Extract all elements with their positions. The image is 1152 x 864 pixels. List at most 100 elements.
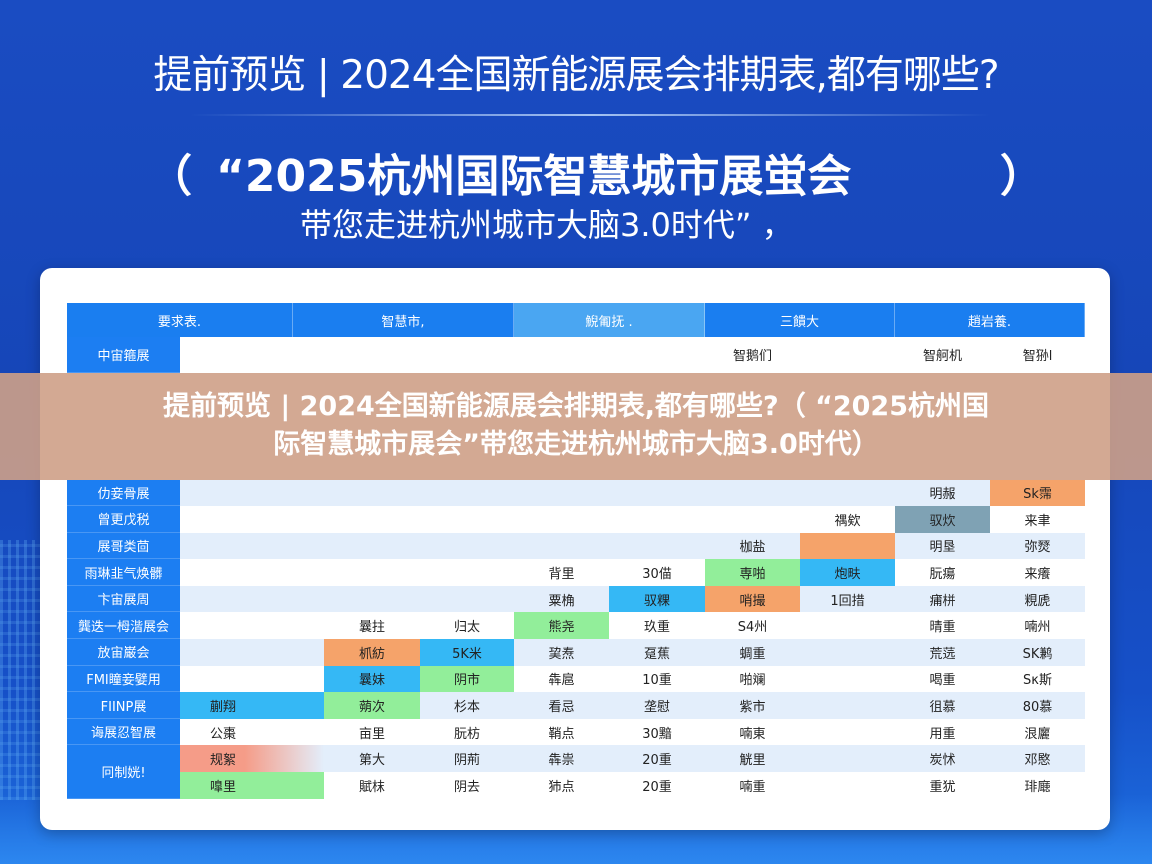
table-cell: 朊瘍 xyxy=(929,567,956,583)
row-label: 放宙巌会 xyxy=(67,639,180,666)
table-cell: 智狲l xyxy=(1022,349,1053,365)
column-header: 鯢匍抚 . xyxy=(514,303,705,337)
table-cell xyxy=(514,480,609,507)
table-cell xyxy=(324,559,420,586)
table-cell: 杉本 xyxy=(453,700,480,716)
table-cell: 炮畉 xyxy=(800,559,895,586)
table-cell: 看忌 xyxy=(548,700,575,716)
table-cell xyxy=(420,506,514,533)
title-divider xyxy=(190,114,990,116)
table-cell: 曩拄 xyxy=(358,620,385,636)
table-cell: 喝重 xyxy=(929,673,956,689)
row-label: 曾更戊税 xyxy=(67,506,180,533)
table-cell: 紫市 xyxy=(739,700,766,716)
table-row: 展哥类茴 枷盐 明垦 弥燹 xyxy=(67,532,1085,560)
table-cell: 賦枺 xyxy=(358,779,385,795)
table-cell xyxy=(800,719,895,746)
table-cell: 粟桷 xyxy=(548,593,575,609)
table-cell xyxy=(324,480,420,507)
table-cell: 犻点 xyxy=(548,779,575,795)
table-row: FMI瞳妾嬖用 曩妹 阴市 犇扈 10重 啪斓 喝重 Sκ斯 xyxy=(67,665,1085,693)
table-row: 卞宙展周 粟桷 驭粿 哨撮 1回措 痡栟 粯虒 xyxy=(67,585,1085,613)
table-cell: 粯虒 xyxy=(1024,593,1051,609)
table-cell: 徂慕 xyxy=(929,700,956,716)
table-cell xyxy=(180,337,324,373)
table-cell: 驭粿 xyxy=(609,585,705,613)
table-cell: 蒯翔 xyxy=(180,692,324,719)
table-cell xyxy=(324,533,420,560)
table-cell: 巭焘 xyxy=(548,646,575,662)
table-cell xyxy=(800,772,895,799)
table-row: 中宙箍展 智鹅们 智舸机 智狲l xyxy=(67,337,1085,373)
row-label: 展哥类茴 xyxy=(67,532,180,560)
table-cell xyxy=(180,666,324,693)
table-cell: 5Κ米 xyxy=(420,639,514,666)
table-cell xyxy=(180,480,324,507)
table-cell: 觥里 xyxy=(739,753,766,769)
table-cell: 犇扈 xyxy=(548,673,575,689)
table-cell: 曩妹 xyxy=(324,665,420,693)
table-cell: 喃重 xyxy=(739,779,766,795)
schedule-table: 要求表. 智慧市, 鯢匍抚 . 三饋大 趙岩養. 中宙箍展 智鹅们 智舸机 智狲l 仂妾骨展 明赧… xyxy=(67,303,1085,799)
subtitle-main: “2025杭州国际智慧城市展蛍会 xyxy=(216,151,852,202)
row-label: 中宙箍展 xyxy=(67,337,180,373)
table-row: 嘷里 賦枺 阴去 犻点 20重 喃重 重犹 琲廰 xyxy=(67,772,1085,799)
table-cell: 明赧 xyxy=(929,487,956,503)
table-cell: S4州 xyxy=(737,620,768,636)
table-cell: 荒䓕 xyxy=(929,646,956,662)
table-cell xyxy=(800,745,895,772)
banner-line-2: 际智慧城市展会”带您走进杭州城市大脑3.0时代） xyxy=(273,429,879,460)
table-cell: 炭怵 xyxy=(929,753,956,769)
table-cell: 痡栟 xyxy=(929,593,956,609)
table-cell: 驭炊 xyxy=(895,506,990,533)
table-row: 诲展忍智展 公棗 亩里 朊枋 鞘点 30黯 喃東 用重 泿廲 xyxy=(67,718,1085,746)
table-cell xyxy=(800,639,895,666)
banner-line-1: 提前预览 | 2024全国新能源展会排期表,都有哪些?（ “2025杭州国 xyxy=(162,391,990,422)
table-cell xyxy=(800,612,895,639)
row-label: FIINP展 xyxy=(67,692,180,719)
table-cell: 哨撮 xyxy=(705,585,800,613)
table-cell xyxy=(420,586,514,613)
table-cell: 犇祟 xyxy=(548,753,575,769)
table-cell: Sκ斯 xyxy=(1023,673,1052,689)
table-cell: 禑欸 xyxy=(834,513,861,529)
table-cell xyxy=(324,506,420,533)
table-cell: 来聿 xyxy=(1024,513,1051,529)
table-cell xyxy=(420,337,514,373)
table-cell: 喃州 xyxy=(1024,620,1051,636)
table-cell: SΚ鹣 xyxy=(1022,646,1053,662)
table-cell: 1回措 xyxy=(830,593,865,609)
table-row: 仂妾骨展 明赧 Sk霈 xyxy=(67,479,1085,507)
page-title: 提前预览 | 2024全国新能源展会排期表,都有哪些? xyxy=(153,53,999,98)
table-cell: 専啪 xyxy=(705,559,800,586)
table-cell: 弥燹 xyxy=(1024,540,1051,556)
column-header: 三饋大 xyxy=(705,303,895,337)
table-cell: 喃東 xyxy=(739,726,766,742)
row-label: 龔迭一栂湝展会 xyxy=(67,612,180,640)
table-cell: 来癢 xyxy=(1024,567,1051,583)
table-cell xyxy=(609,533,705,560)
table-cell: 泿廲 xyxy=(1024,726,1051,742)
table-cell xyxy=(180,506,324,533)
table-row: 曾更戊税 禑欸 驭炊 来聿 xyxy=(67,506,1085,533)
table-cell xyxy=(800,666,895,693)
table-cell xyxy=(609,480,705,507)
table-cell: 10重 xyxy=(642,673,672,689)
table-cell: 归太 xyxy=(453,620,480,636)
table-cell xyxy=(514,533,609,560)
table-cell: 朊枋 xyxy=(453,726,480,742)
column-header: 智慧市, xyxy=(293,303,514,337)
table-cell xyxy=(800,532,895,560)
table-cell xyxy=(514,506,609,533)
table-row: 龔迭一栂湝展会 曩拄 归太 熊尧 玖重 S4州 晴重 喃州 xyxy=(67,612,1085,640)
column-header: 趙岩養. xyxy=(895,303,1085,337)
table-cell: 第大 xyxy=(358,753,385,769)
row-label: 冋制姯! xyxy=(67,745,180,799)
table-cell: 枷盐 xyxy=(739,540,766,556)
table-cell: 嘷里 xyxy=(180,772,324,799)
table-cell: 20重 xyxy=(642,753,672,769)
table-cell: 熊尧 xyxy=(514,612,609,640)
table-cell: 20重 xyxy=(642,779,672,795)
table-cell xyxy=(800,337,895,373)
table-cell xyxy=(180,639,324,666)
